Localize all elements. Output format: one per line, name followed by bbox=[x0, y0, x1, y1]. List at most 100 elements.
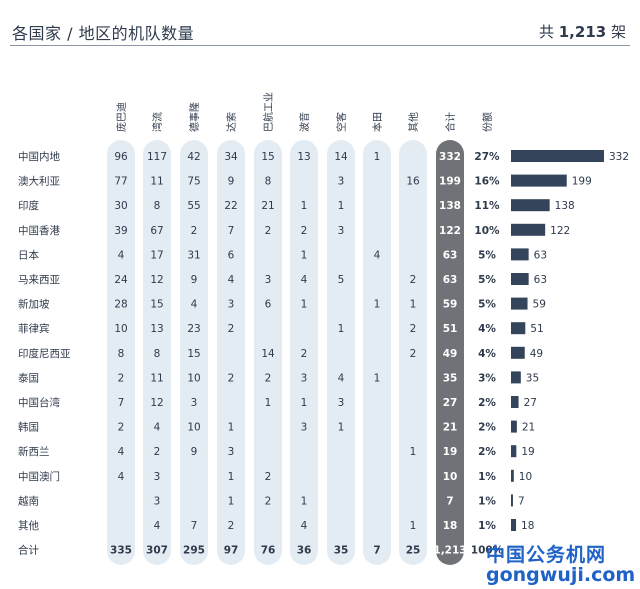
table-cell: 15 bbox=[261, 151, 274, 163]
share-value: 16% bbox=[474, 176, 500, 188]
table-cell: 42 bbox=[187, 151, 200, 163]
table-cell: 96 bbox=[114, 151, 128, 163]
column-pill bbox=[107, 140, 135, 565]
row-total-value: 35 bbox=[443, 372, 458, 384]
column-total-value: 7 bbox=[373, 545, 380, 557]
share-bar bbox=[511, 322, 526, 335]
table-cell: 1 bbox=[301, 200, 308, 212]
table-cell: 4 bbox=[154, 520, 161, 532]
table-cell: 9 bbox=[228, 176, 235, 188]
column-total-value: 295 bbox=[183, 545, 205, 557]
table-cell: 12 bbox=[150, 274, 163, 286]
table-cell: 2 bbox=[265, 225, 272, 237]
row-label: 印度尼西亚 bbox=[18, 347, 71, 360]
column-pill bbox=[363, 140, 391, 565]
column-header: 湾流 bbox=[151, 112, 164, 132]
column-header: 达索 bbox=[225, 112, 238, 132]
total-prefix: 共 bbox=[538, 23, 554, 41]
table-cell: 17 bbox=[150, 249, 163, 261]
table-cell: 3 bbox=[301, 422, 308, 434]
column-pill bbox=[399, 140, 427, 565]
table-cell: 1 bbox=[301, 495, 308, 507]
watermark-cn: 中国公务机网 bbox=[486, 544, 607, 566]
table-cell: 2 bbox=[154, 446, 161, 458]
row-total-value: 122 bbox=[439, 225, 461, 237]
share-bar bbox=[511, 273, 529, 285]
table-cell: 8 bbox=[154, 348, 161, 360]
bar-value-label: 138 bbox=[555, 200, 575, 212]
table-cell: 1 bbox=[410, 520, 417, 532]
table-cell: 13 bbox=[150, 323, 163, 335]
bar-value-label: 122 bbox=[550, 225, 570, 237]
table-cell: 11 bbox=[150, 176, 163, 188]
table-cell: 4 bbox=[374, 249, 381, 261]
table-cell: 4 bbox=[338, 372, 345, 384]
table-cell: 22 bbox=[224, 200, 237, 212]
table-cell: 2 bbox=[265, 372, 272, 384]
row-label: 越南 bbox=[18, 494, 39, 507]
table-cell: 12 bbox=[150, 397, 163, 409]
column-header: 巴航工业 bbox=[262, 92, 275, 132]
table-cell: 2 bbox=[228, 372, 235, 384]
bar-value-label: 10 bbox=[519, 471, 532, 483]
table-cell: 3 bbox=[154, 471, 161, 483]
share-value: 5% bbox=[478, 274, 496, 286]
share-bar bbox=[511, 150, 604, 162]
column-total-value: 35 bbox=[334, 545, 349, 557]
table-cell: 2 bbox=[191, 225, 198, 237]
row-label: 印度 bbox=[18, 199, 39, 212]
table-cell: 1 bbox=[338, 200, 345, 212]
table-cell: 2 bbox=[118, 372, 125, 384]
table-cell: 2 bbox=[410, 348, 417, 360]
share-value: 11% bbox=[474, 200, 500, 212]
row-label: 新西兰 bbox=[18, 445, 50, 458]
row-label: 韩国 bbox=[18, 421, 39, 434]
row-label: 中国台湾 bbox=[18, 396, 60, 409]
table-cell: 7 bbox=[191, 520, 198, 532]
table-cell: 117 bbox=[147, 151, 167, 163]
table-cell: 3 bbox=[191, 397, 198, 409]
total-row-label: 合计 bbox=[18, 544, 39, 557]
column-pill bbox=[217, 140, 245, 565]
column-pill bbox=[290, 140, 318, 565]
column-header: 其他 bbox=[407, 112, 420, 132]
header-rule bbox=[10, 45, 630, 46]
table-cell: 2 bbox=[265, 495, 272, 507]
table-cell: 1 bbox=[338, 422, 345, 434]
column-header: 份额 bbox=[481, 112, 494, 132]
row-total-value: 21 bbox=[443, 422, 458, 434]
row-total-value: 138 bbox=[439, 200, 461, 212]
grand-total-value: 1,213 bbox=[433, 545, 466, 557]
table-cell: 31 bbox=[187, 249, 200, 261]
share-value: 2% bbox=[478, 422, 496, 434]
table-cell: 1 bbox=[301, 249, 308, 261]
row-total-value: 332 bbox=[439, 151, 461, 163]
bar-value-label: 59 bbox=[533, 299, 546, 311]
total-share-value: 100% bbox=[471, 545, 504, 557]
table-cell: 4 bbox=[301, 520, 308, 532]
row-label: 澳大利亚 bbox=[18, 175, 60, 188]
column-header: 合计 bbox=[444, 112, 457, 132]
chart-title: 各国家 / 地区的机队数量 bbox=[12, 24, 195, 43]
table-cell: 2 bbox=[228, 520, 235, 532]
bar-value-label: 49 bbox=[530, 348, 543, 360]
row-label: 菲律宾 bbox=[18, 322, 50, 335]
column-pill bbox=[254, 140, 282, 565]
share-value: 1% bbox=[478, 495, 496, 507]
share-bar bbox=[511, 248, 529, 261]
table-cell: 13 bbox=[297, 151, 310, 163]
table-cell: 3 bbox=[228, 446, 235, 458]
share-value: 2% bbox=[478, 397, 496, 409]
table-cell: 3 bbox=[301, 372, 308, 384]
column-pill bbox=[180, 140, 208, 565]
row-total-value: 49 bbox=[443, 348, 458, 360]
bar-value-label: 35 bbox=[526, 372, 539, 384]
row-label: 泰国 bbox=[18, 371, 39, 384]
watermark-logo: 中国公务机网 gongwuji.com bbox=[486, 540, 636, 586]
bar-value-label: 51 bbox=[530, 323, 543, 335]
row-total-value: 27 bbox=[443, 397, 458, 409]
table-cell: 1 bbox=[301, 397, 308, 409]
share-value: 27% bbox=[474, 151, 500, 163]
row-total-value: 7 bbox=[446, 495, 453, 507]
share-bar bbox=[511, 174, 567, 187]
